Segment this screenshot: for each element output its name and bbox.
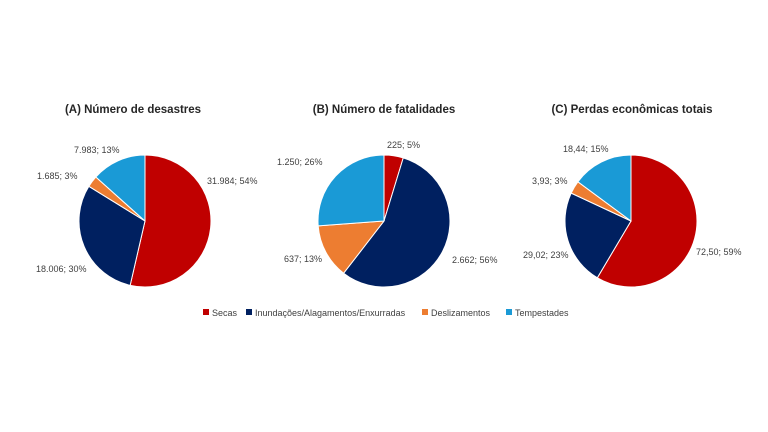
pie-slice-tempestades: [577, 154, 632, 222]
legend: Secas Inundações/Alagamentos/Enxurradas De…: [203, 308, 569, 318]
data-label: 637; 13%: [284, 254, 322, 264]
pie-chart-3: 72,50; 59% 29,02; 23% 3,93; 3% 18,44; 15% (C…: [523, 104, 742, 288]
pie-slice-inundações: [342, 157, 451, 288]
data-label: 1.685; 3%: [37, 171, 78, 181]
pie-slice-secas: [129, 154, 212, 288]
legend-label: Secas: [212, 308, 238, 318]
data-label: 225; 5%: [387, 140, 420, 150]
data-label: 18,44; 15%: [563, 144, 609, 154]
pie-slice-secas: [596, 154, 698, 288]
legend-label: Inundações/Alagamentos/Enxurradas: [255, 308, 406, 318]
legend-swatch: [506, 309, 512, 315]
legend-label: Tempestades: [515, 308, 569, 318]
data-label: 2.662; 56%: [452, 255, 498, 265]
pie-slice-tempestades: [317, 154, 385, 227]
data-label: 1.250; 26%: [277, 157, 323, 167]
data-label: 7.983; 13%: [74, 145, 120, 155]
legend-swatch: [203, 309, 209, 315]
data-label: 29,02; 23%: [523, 250, 569, 260]
data-label: 31.984; 54%: [207, 176, 258, 186]
chart-title: (B) Número de fatalidades: [313, 104, 456, 116]
data-label: 18.006; 30%: [36, 264, 87, 274]
pie-slice-deslizamentos: [317, 220, 386, 274]
chart-title: (A) Número de desastres: [65, 104, 201, 116]
data-label: 72,50; 59%: [696, 247, 742, 257]
legend-swatch: [246, 309, 252, 315]
pie-slice-inundações: [564, 192, 632, 279]
pie-slice-tempestades: [95, 154, 146, 223]
chart-title: (C) Perdas econômicas totais: [551, 104, 712, 116]
pie-chart-1: 31.984; 54% 18.006; 30% 1.685; 3% 7.983; 13…: [36, 104, 258, 288]
data-label: 3,93; 3%: [532, 176, 568, 186]
legend-label: Deslizamentos: [431, 308, 491, 318]
legend-swatch: [422, 309, 428, 315]
pie-chart-2: 225; 5% 2.662; 56% 637; 13% 1.250; 26% (B) N…: [277, 104, 498, 288]
